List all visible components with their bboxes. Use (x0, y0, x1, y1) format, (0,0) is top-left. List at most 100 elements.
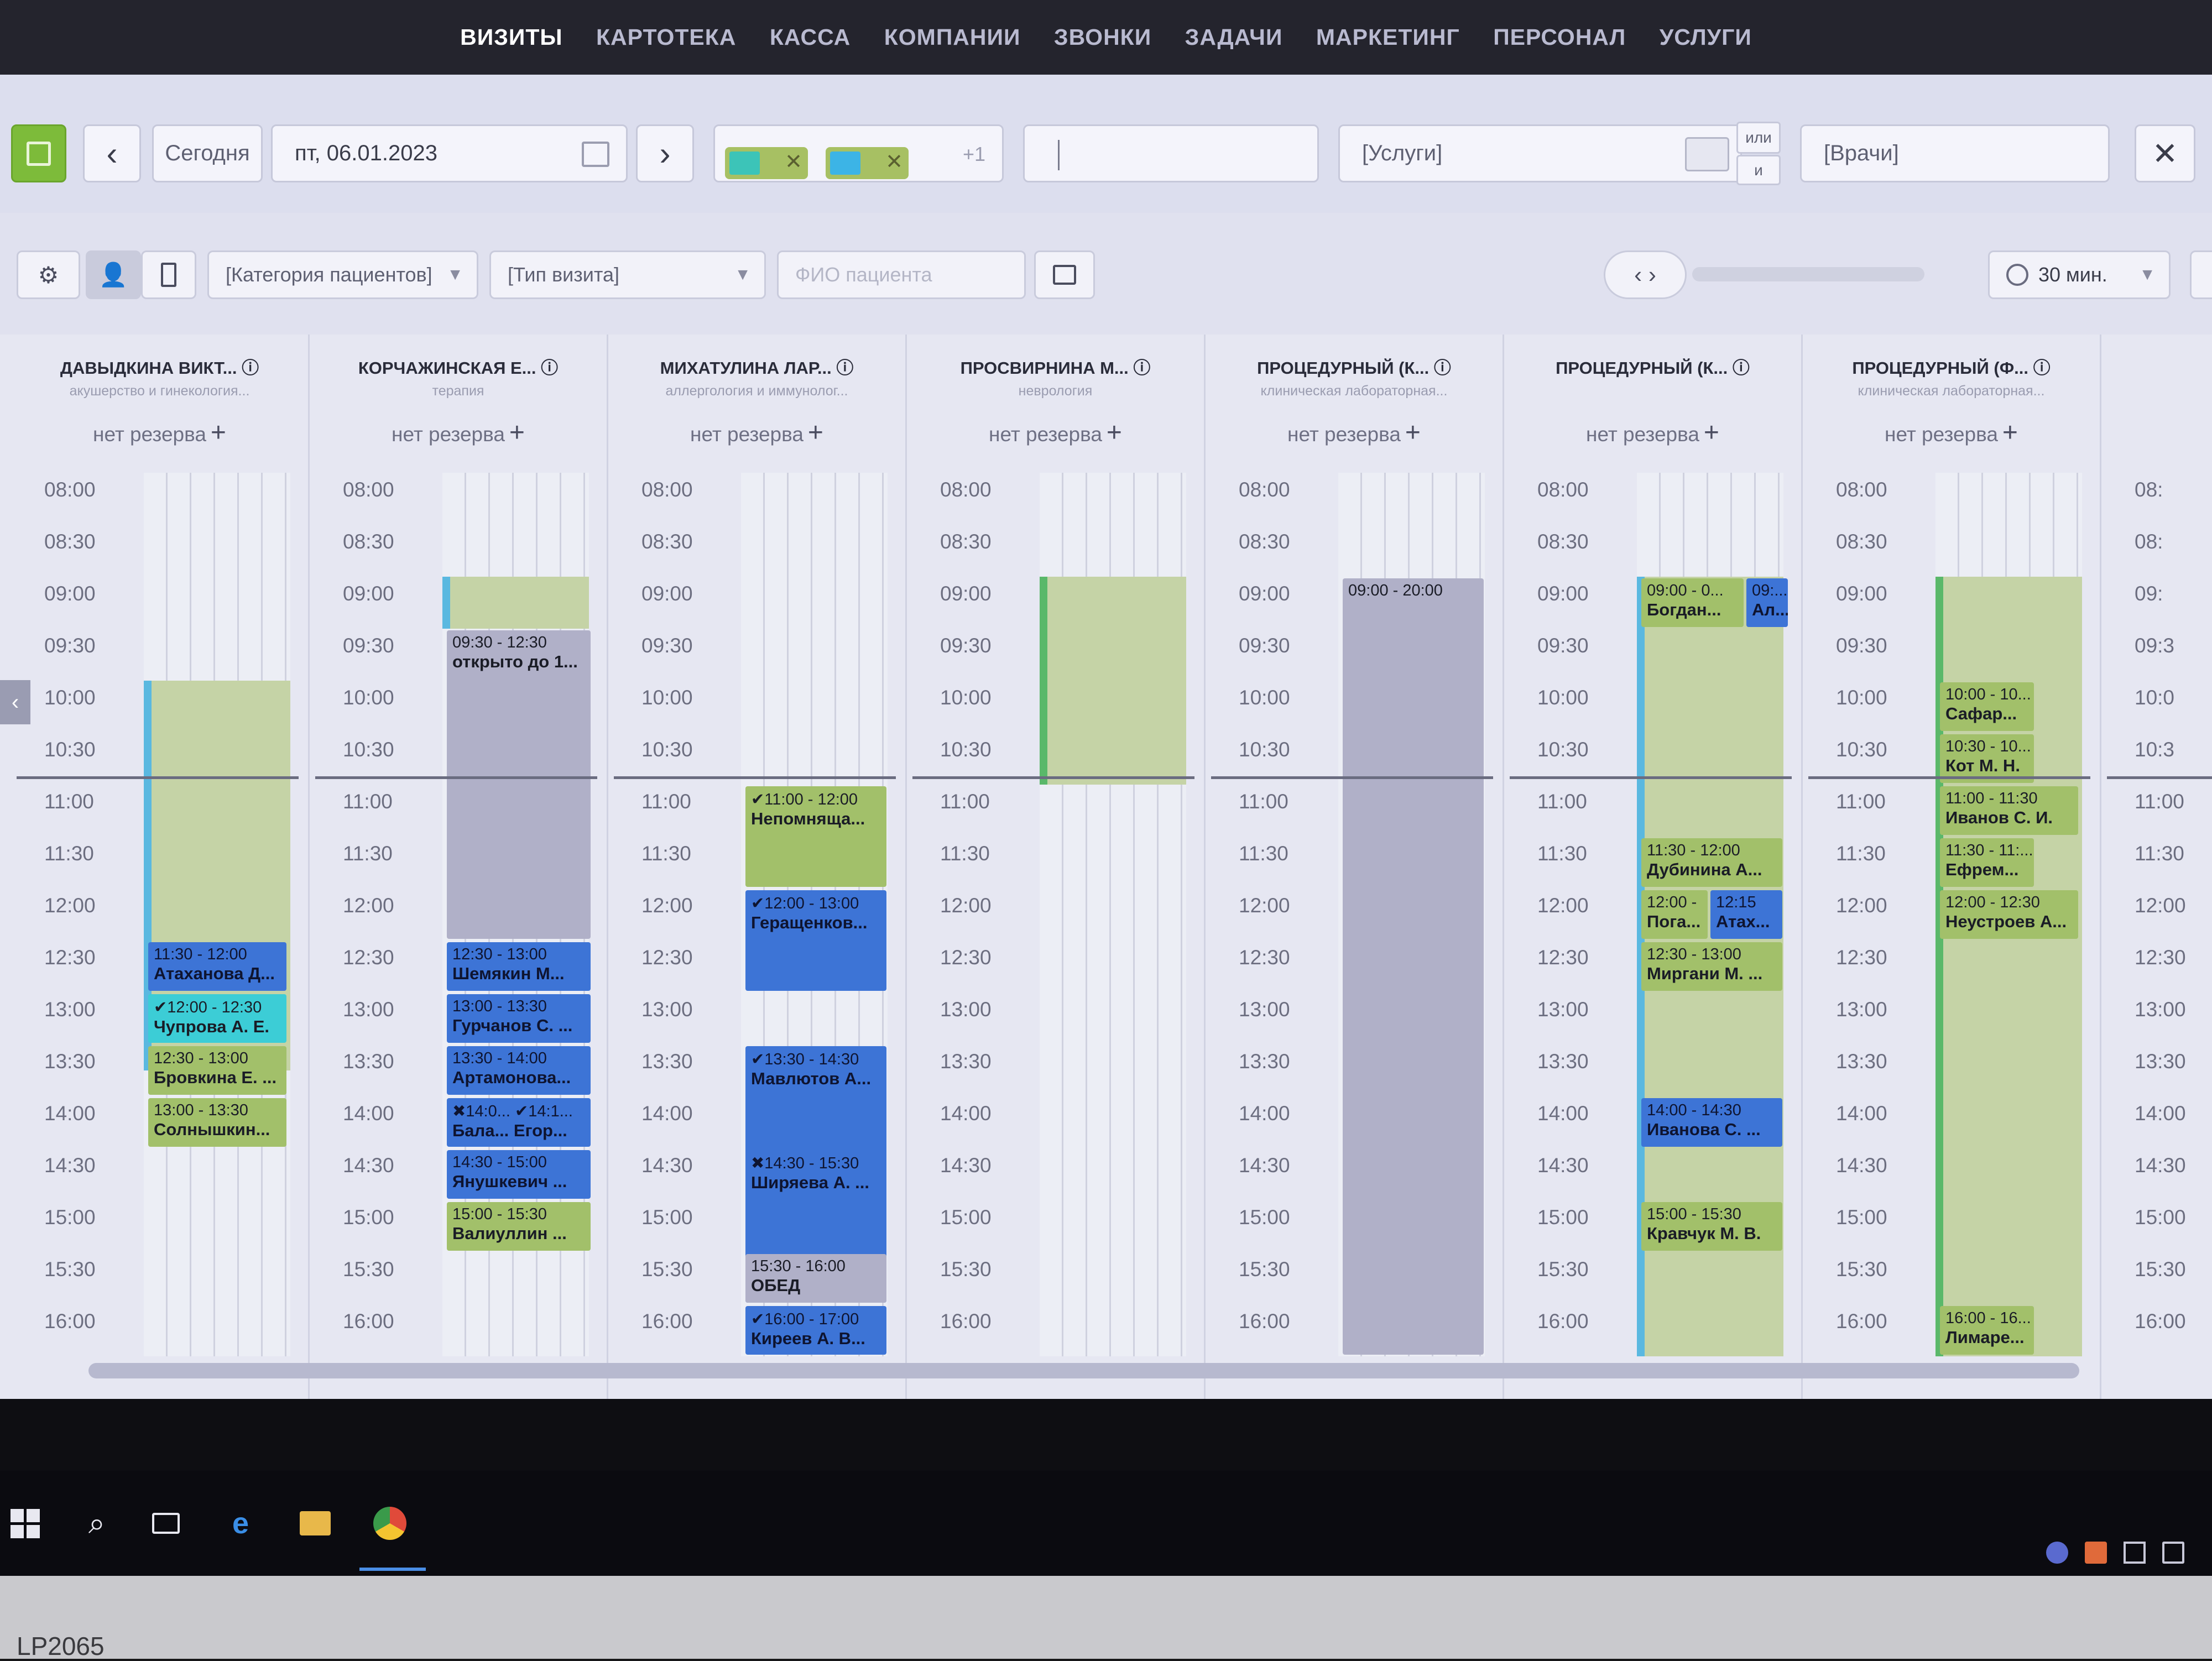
appointment-card[interactable]: 11:30 - 12:00 Атаханова Д... (148, 942, 286, 991)
appointment-card[interactable]: 09:... Ал... (1746, 578, 1788, 627)
doctor-name[interactable]: ПРОСВИРНИНА М... ⓘ (960, 358, 1151, 378)
nav-visits[interactable]: ВИЗИТЫ (460, 24, 563, 50)
appointment-card[interactable]: ✔12:00 - 12:30 Чупрова А. Е. (148, 994, 286, 1043)
time-slots[interactable]: 10:00 - 10... Сафар... 10:30 - 10... Кот М.… (1936, 473, 2082, 1356)
appointment-card[interactable]: 09:00 - 0... Богдан... (1641, 578, 1744, 627)
column-scroll-control[interactable]: ‹ › (1604, 250, 1687, 299)
doctor-name[interactable]: ДАВЫДКИНА ВИКТ... ⓘ (60, 358, 259, 378)
info-icon[interactable]: ⓘ (536, 358, 559, 378)
list-icon[interactable] (1685, 137, 1729, 171)
interval-select[interactable]: 30 мин. ▼ (1988, 250, 2171, 299)
info-icon[interactable]: ⓘ (2028, 358, 2051, 378)
appointment-card[interactable]: 12:00 - 12:30 Неустроев А... (1940, 890, 2078, 939)
add-reserve-icon[interactable]: + (1703, 418, 1719, 447)
and-toggle[interactable]: и (1736, 155, 1781, 185)
patient-category-select[interactable]: [Категория пациентов] ▼ (207, 250, 478, 299)
add-reserve-icon[interactable]: + (1106, 418, 1122, 447)
today-button[interactable]: Сегодня (152, 124, 263, 182)
appointment-card[interactable]: 12:30 - 13:00 Бровкина Е. ... (148, 1046, 286, 1095)
add-reserve-icon[interactable]: + (210, 418, 226, 447)
appointment-card[interactable]: 13:30 - 14:00 Артамонова... (447, 1046, 591, 1095)
appointment-card[interactable]: 16:00 - 16... Лимаре... (1940, 1306, 2034, 1355)
nav-services[interactable]: УСЛУГИ (1659, 24, 1752, 50)
add-reserve-icon[interactable]: + (807, 418, 823, 447)
appointment-card[interactable]: 11:30 - 11:... Ефрем... (1940, 838, 2034, 887)
nav-tasks[interactable]: ЗАДАЧИ (1185, 24, 1283, 50)
availability-block[interactable] (1040, 577, 1186, 785)
info-icon[interactable]: ⓘ (831, 358, 854, 378)
availability-block[interactable] (442, 577, 589, 629)
nav-staff[interactable]: ПЕРСОНАЛ (1493, 24, 1626, 50)
view-by-doctor-button[interactable]: 👤 (86, 250, 141, 299)
appointment-card[interactable]: ✔12:00 - 13:00 Геращенков... (745, 890, 886, 991)
chrome-icon[interactable] (371, 1504, 409, 1543)
horizontal-scrollbar[interactable] (88, 1363, 2079, 1378)
doctor-name[interactable]: ПРОЦЕДУРНЫЙ (К... ⓘ (1257, 358, 1451, 378)
appointment-card[interactable]: 15:00 - 15:30 Валиуллин ... (447, 1202, 591, 1251)
settings-tray-icon[interactable] (2046, 1542, 2068, 1564)
time-slots[interactable]: 09:00 - 20:00 (1338, 473, 1485, 1356)
appointment-card[interactable]: ✖14:0... ✔14:1... Бала... Егор... (447, 1098, 591, 1147)
appointment-card[interactable]: ✔11:00 - 12:00 Непомняща... (745, 786, 886, 887)
edge-icon[interactable]: e (232, 1507, 249, 1540)
appointment-card[interactable]: 09:30 - 12:30 открыто до 1... (447, 630, 591, 939)
clear-filters-button[interactable]: ✕ (2135, 124, 2195, 182)
time-slots[interactable]: 09:00 - 0... Богдан... 09:... Ал... 11:30 - … (1637, 473, 1788, 1356)
appointment-card[interactable]: 15:00 - 15:30 Кравчук М. В. (1641, 1202, 1782, 1251)
add-reserve-icon[interactable]: + (2002, 418, 2018, 447)
chip-blue[interactable]: ✕ (826, 147, 909, 179)
display-tray-icon[interactable] (2162, 1542, 2184, 1564)
time-slots[interactable] (1040, 473, 1186, 1356)
appointment-card[interactable]: 12:30 - 13:00 Миргани М. ... (1641, 942, 1782, 991)
column-scroll-slider[interactable] (1692, 267, 1924, 281)
add-reserve-icon[interactable]: + (509, 418, 525, 447)
collapse-panel-tab[interactable]: ‹ (0, 680, 30, 724)
nav-marketing[interactable]: МАРКЕТИНГ (1316, 24, 1460, 50)
next-day-button[interactable]: › (636, 124, 694, 182)
calendar-app-button[interactable] (11, 124, 66, 182)
or-toggle[interactable]: или (1736, 122, 1781, 154)
doctor-name[interactable]: МИХАТУЛИНА ЛАР... ⓘ (660, 358, 854, 378)
prev-day-button[interactable]: ‹ (83, 124, 141, 182)
nav-cashier[interactable]: КАССА (769, 24, 851, 50)
search-field[interactable] (1023, 124, 1319, 182)
appointment-card[interactable]: 10:00 - 10... Сафар... (1940, 682, 2034, 731)
visit-type-select[interactable]: [Тип визита] ▼ (489, 250, 766, 299)
windows-icon[interactable] (6, 1504, 44, 1543)
chip-green[interactable]: ✕ (725, 147, 808, 179)
doctor-name[interactable]: ТАР ⓘ (2101, 354, 2212, 379)
extra-button[interactable] (2190, 250, 2212, 299)
appointment-card[interactable]: 14:00 - 14:30 Иванова С. ... (1641, 1098, 1782, 1147)
close-icon[interactable]: ✕ (885, 150, 903, 174)
nav-card-index[interactable]: КАРТОТЕКА (596, 24, 737, 50)
info-icon[interactable]: ⓘ (1429, 358, 1451, 378)
appointment-card[interactable]: 10:30 - 10... Кот М. Н. (1940, 734, 2034, 783)
appointment-card[interactable]: 11:30 - 12:00 Дубинина А... (1641, 838, 1782, 887)
date-field[interactable]: пт, 06.01.2023 (271, 124, 628, 182)
appointment-card[interactable]: 11:00 - 11:30 Иванов С. И. (1940, 786, 2078, 835)
info-icon[interactable]: ⓘ (1128, 358, 1151, 378)
nav-companies[interactable]: КОМПАНИИ (884, 24, 1021, 50)
appointment-card[interactable]: 13:00 - 13:30 Солнышкин... (148, 1098, 286, 1147)
filter-chips[interactable]: ✕ ✕ +1 (713, 124, 1004, 182)
appointment-card[interactable]: ✔16:00 - 17:00 Киреев А. В... (745, 1306, 886, 1355)
doctor-name[interactable]: ПРОЦЕДУРНЫЙ (Ф... ⓘ (1852, 358, 2051, 378)
app-tray-icon[interactable] (2085, 1542, 2107, 1564)
time-slots[interactable]: 09:30 - 12:30 открыто до 1... 12:30 - 13:0… (442, 473, 591, 1356)
doctor-name[interactable]: ПРОЦЕДУРНЫЙ (К... ⓘ (1556, 358, 1750, 378)
close-icon[interactable]: ✕ (785, 150, 802, 174)
appointment-card[interactable]: 12:30 - 13:00 Шемякин М... (447, 942, 591, 991)
patient-name-input[interactable]: ФИО пациента (777, 250, 1026, 299)
services-select[interactable]: [Услуги] (1338, 124, 1742, 182)
explorer-icon[interactable] (296, 1504, 335, 1543)
task-view-icon[interactable] (147, 1504, 185, 1543)
time-slots[interactable]: ✔11:00 - 12:00 Непомняща... ✔12:00 - 13:00… (741, 473, 888, 1356)
info-icon[interactable]: ⓘ (1728, 358, 1750, 378)
nav-calls[interactable]: ЗВОНКИ (1053, 24, 1152, 50)
chip-more-count[interactable]: +1 (962, 143, 985, 165)
appointment-card[interactable]: 09:00 - 20:00 (1343, 578, 1484, 1355)
calendar-icon[interactable] (582, 142, 609, 167)
search-icon[interactable]: ⌕ (88, 1506, 106, 1540)
print-button[interactable] (1034, 250, 1095, 299)
appointment-card[interactable]: 14:30 - 15:00 Янушкевич ... (447, 1150, 591, 1199)
